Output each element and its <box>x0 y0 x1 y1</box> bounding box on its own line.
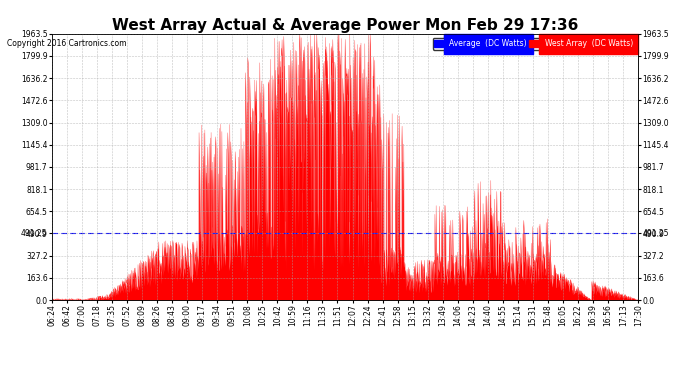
Legend: Average  (DC Watts), West Array  (DC Watts): Average (DC Watts), West Array (DC Watts… <box>433 38 634 50</box>
Text: 491.25: 491.25 <box>21 229 48 238</box>
Text: Copyright 2016 Cartronics.com: Copyright 2016 Cartronics.com <box>7 39 126 48</box>
Text: 491.25: 491.25 <box>642 229 669 238</box>
Title: West Array Actual & Average Power Mon Feb 29 17:36: West Array Actual & Average Power Mon Fe… <box>112 18 578 33</box>
